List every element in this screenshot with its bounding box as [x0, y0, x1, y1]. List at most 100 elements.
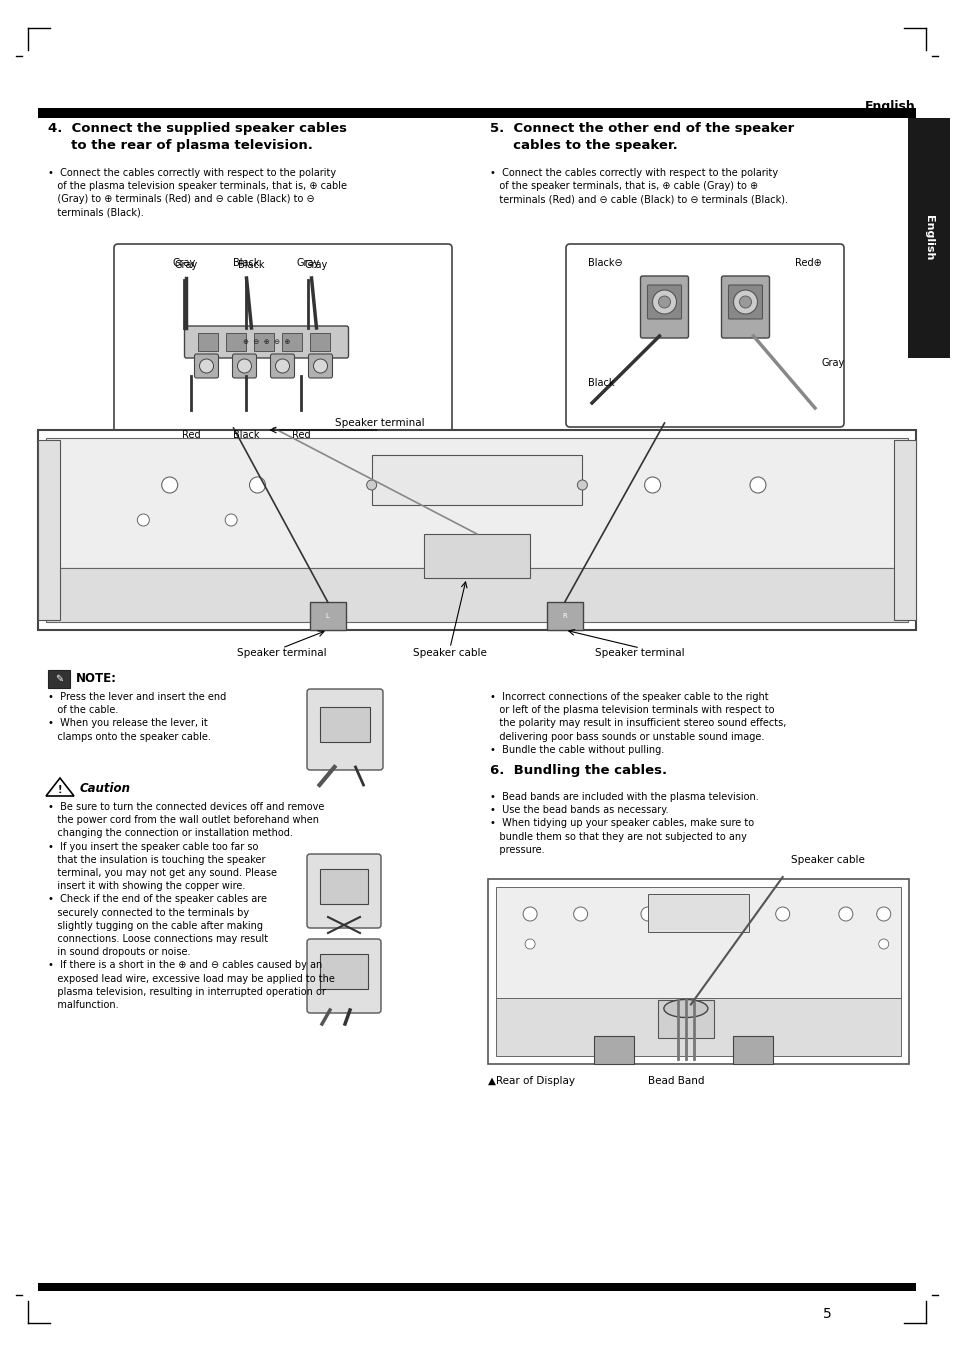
Circle shape: [775, 907, 789, 921]
FancyBboxPatch shape: [720, 276, 769, 338]
FancyBboxPatch shape: [184, 326, 348, 358]
Bar: [38, 440, 60, 620]
Bar: [496, 998, 900, 1056]
Circle shape: [712, 907, 726, 921]
Text: ✎: ✎: [55, 674, 63, 684]
Bar: [319, 707, 370, 742]
Bar: [319, 954, 368, 989]
Circle shape: [381, 477, 396, 493]
Circle shape: [878, 939, 888, 948]
Circle shape: [314, 359, 327, 373]
Circle shape: [739, 296, 751, 308]
Text: 6.  Bundling the cables.: 6. Bundling the cables.: [490, 765, 666, 777]
Bar: [254, 332, 274, 351]
Circle shape: [524, 939, 535, 948]
Circle shape: [640, 907, 655, 921]
Bar: [372, 455, 581, 505]
Text: Gray: Gray: [174, 259, 198, 270]
Text: English: English: [864, 100, 915, 113]
Bar: [488, 880, 908, 1065]
Bar: [594, 1036, 634, 1065]
Text: 4.  Connect the supplied speaker cables
     to the rear of plasma television.: 4. Connect the supplied speaker cables t…: [48, 122, 347, 151]
Bar: [658, 1000, 713, 1038]
Text: NOTE:: NOTE:: [76, 673, 117, 685]
FancyBboxPatch shape: [113, 245, 452, 432]
Text: 5.  Connect the other end of the speaker
     cables to the speaker.: 5. Connect the other end of the speaker …: [490, 122, 794, 151]
Text: Speaker terminal: Speaker terminal: [595, 648, 684, 658]
Text: Black: Black: [233, 258, 259, 267]
Circle shape: [237, 359, 252, 373]
Bar: [907, 118, 949, 358]
Bar: [733, 1036, 773, 1065]
Text: Red⊕: Red⊕: [795, 258, 821, 267]
FancyBboxPatch shape: [565, 245, 843, 427]
FancyBboxPatch shape: [194, 354, 218, 378]
Text: Red: Red: [292, 430, 311, 440]
Text: Black: Black: [238, 259, 265, 270]
Text: 5: 5: [821, 1306, 830, 1321]
Circle shape: [137, 513, 150, 526]
Bar: [38, 108, 915, 118]
Text: !: !: [58, 785, 62, 794]
Text: Black⊖: Black⊖: [587, 258, 622, 267]
Circle shape: [199, 359, 213, 373]
Text: Gray: Gray: [821, 358, 844, 367]
Circle shape: [577, 480, 587, 490]
Polygon shape: [46, 778, 74, 796]
Text: •  Be sure to turn the connected devices off and remove
   the power cord from t: • Be sure to turn the connected devices …: [48, 802, 335, 1011]
Circle shape: [513, 477, 528, 493]
Circle shape: [225, 513, 237, 526]
Bar: [893, 440, 915, 620]
Bar: [319, 869, 368, 904]
Circle shape: [658, 296, 670, 308]
Bar: [48, 670, 70, 688]
Text: Bead Band: Bead Band: [647, 1075, 703, 1086]
Circle shape: [644, 477, 659, 493]
Bar: [424, 534, 529, 578]
Text: ⊕  ⊖  ⊕  ⊖  ⊕: ⊕ ⊖ ⊕ ⊖ ⊕: [243, 339, 290, 345]
Text: Gray: Gray: [172, 258, 196, 267]
Ellipse shape: [663, 1000, 707, 1017]
Bar: [282, 332, 302, 351]
Circle shape: [733, 290, 757, 313]
Circle shape: [275, 359, 289, 373]
Bar: [647, 894, 748, 932]
FancyBboxPatch shape: [233, 354, 256, 378]
Bar: [38, 430, 915, 630]
Bar: [46, 438, 907, 567]
Text: Red: Red: [182, 430, 200, 440]
Circle shape: [250, 477, 265, 493]
Circle shape: [161, 477, 177, 493]
Text: Speaker terminal: Speaker terminal: [237, 648, 327, 658]
Text: English: English: [923, 215, 933, 261]
Text: Caution: Caution: [80, 781, 131, 794]
Circle shape: [366, 480, 376, 490]
FancyBboxPatch shape: [271, 354, 294, 378]
Text: •  Press the lever and insert the end
   of the cable.
•  When you release the l: • Press the lever and insert the end of …: [48, 692, 226, 742]
Circle shape: [876, 907, 890, 921]
FancyBboxPatch shape: [308, 354, 333, 378]
FancyBboxPatch shape: [307, 854, 380, 928]
Text: R: R: [562, 613, 567, 619]
Circle shape: [838, 907, 852, 921]
Bar: [310, 603, 345, 630]
FancyBboxPatch shape: [639, 276, 688, 338]
Bar: [38, 1283, 915, 1292]
Text: •  Bead bands are included with the plasma television.
•  Use the bead bands as : • Bead bands are included with the plasm…: [490, 792, 758, 855]
FancyBboxPatch shape: [647, 285, 680, 319]
Text: Gray: Gray: [305, 259, 328, 270]
Bar: [546, 603, 582, 630]
Text: L: L: [326, 613, 330, 619]
Circle shape: [522, 907, 537, 921]
Text: Speaker terminal: Speaker terminal: [335, 417, 424, 428]
Bar: [496, 888, 900, 998]
Circle shape: [573, 907, 587, 921]
FancyBboxPatch shape: [307, 689, 382, 770]
Text: Black: Black: [587, 378, 614, 388]
FancyBboxPatch shape: [307, 939, 380, 1013]
Text: ▲Rear of Display: ▲Rear of Display: [488, 1075, 575, 1086]
Text: •  Incorrect connections of the speaker cable to the right
   or left of the pla: • Incorrect connections of the speaker c…: [490, 692, 785, 755]
Bar: [310, 332, 330, 351]
Bar: [198, 332, 218, 351]
Text: Gray: Gray: [296, 258, 320, 267]
